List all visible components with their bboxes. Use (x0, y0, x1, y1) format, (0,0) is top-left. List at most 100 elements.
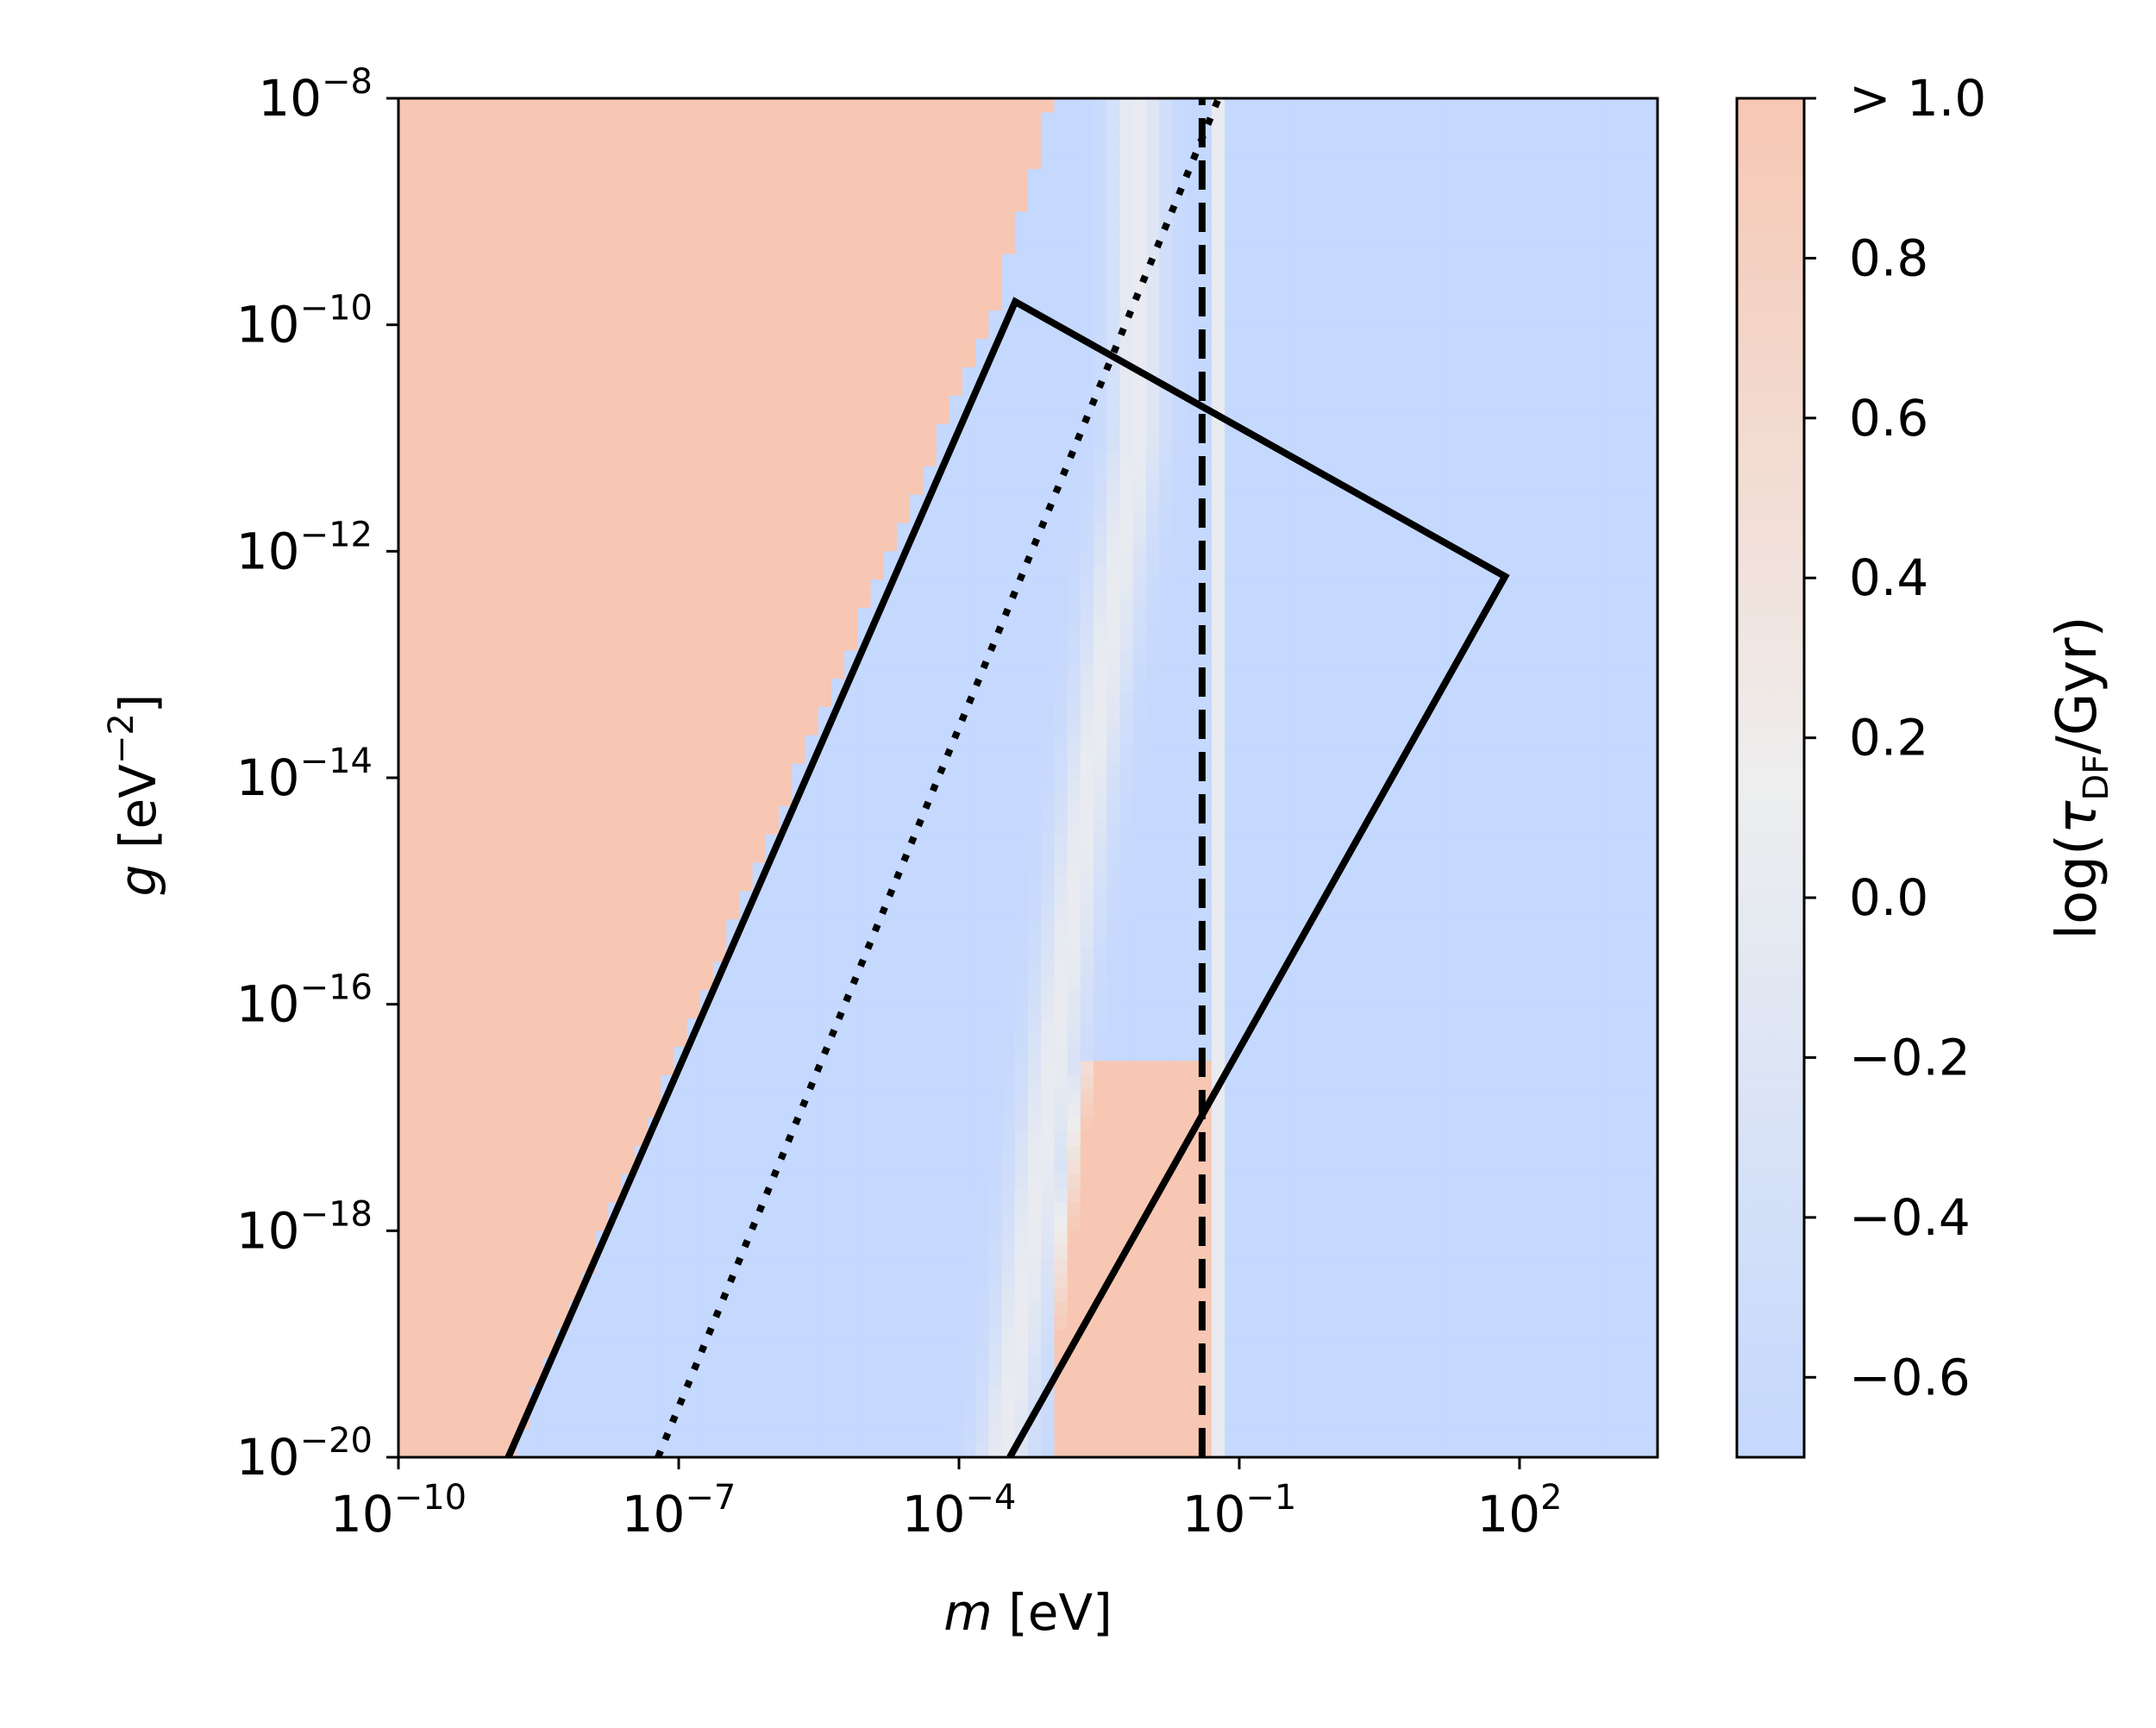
heatmap-cell (1421, 536, 1436, 553)
heatmap-cell (1526, 169, 1540, 185)
heatmap-cell (975, 169, 990, 185)
heatmap-cell (503, 423, 517, 439)
heatmap-cell (726, 664, 741, 679)
heatmap-cell (1395, 721, 1409, 736)
heatmap-cell (765, 282, 780, 297)
heatmap-cell (1434, 381, 1449, 397)
heatmap-cell (1460, 423, 1475, 439)
heatmap-cell (398, 523, 413, 538)
heatmap-cell (988, 551, 1003, 567)
heatmap-cell (542, 635, 557, 652)
heatmap-cell (1028, 169, 1043, 185)
heatmap-cell (830, 480, 845, 496)
heatmap-cell (936, 608, 950, 623)
heatmap-cell (1591, 664, 1606, 679)
heatmap-cell (1001, 268, 1016, 284)
heatmap-cell (988, 820, 1003, 836)
heatmap-cell (1094, 721, 1108, 736)
heatmap-cell (792, 225, 806, 241)
heatmap-cell (883, 240, 898, 255)
heatmap-cell (1080, 211, 1094, 227)
heatmap-cell (1447, 593, 1462, 609)
heatmap-cell (1578, 650, 1593, 666)
heatmap-cell (1487, 650, 1501, 666)
heatmap-cell (1225, 565, 1239, 580)
heatmap-cell (792, 254, 806, 269)
heatmap-cell (1080, 225, 1094, 241)
heatmap-cell (1421, 494, 1436, 510)
heatmap-cell (1145, 523, 1160, 538)
heatmap-cell (910, 410, 924, 425)
heatmap-cell (1014, 778, 1029, 793)
heatmap-cell (949, 664, 963, 679)
heatmap-cell (1421, 410, 1436, 425)
heatmap-cell (1028, 579, 1043, 595)
heatmap-cell (1552, 635, 1567, 652)
heatmap-cell (752, 339, 767, 354)
heatmap-cell (1054, 296, 1069, 312)
heatmap-cell (1172, 339, 1187, 354)
heatmap-cell (542, 608, 557, 623)
heatmap-cell (1250, 154, 1265, 170)
heatmap-cell (1618, 608, 1633, 623)
heatmap-cell (674, 296, 688, 312)
heatmap-cell (896, 523, 911, 538)
heatmap-cell (818, 622, 832, 637)
heatmap-cell (1552, 197, 1567, 213)
heatmap-cell (752, 282, 767, 297)
heatmap-cell (1080, 268, 1094, 284)
heatmap-cell (1238, 240, 1252, 255)
heatmap-cell (595, 410, 610, 425)
heatmap-cell (1263, 551, 1278, 567)
heatmap-cell (581, 565, 596, 580)
heatmap-cell (1474, 197, 1489, 213)
heatmap-cell (621, 579, 636, 595)
heatmap-cell (398, 282, 413, 297)
heatmap-cell (1382, 635, 1396, 652)
heatmap-cell (1303, 593, 1318, 609)
heatmap-cell (1631, 324, 1645, 340)
heatmap-cell (896, 494, 911, 510)
heatmap-cell (1159, 778, 1174, 793)
heatmap-cell (1028, 126, 1043, 142)
heatmap-cell (713, 778, 728, 793)
heatmap-cell (765, 183, 780, 198)
heatmap-cell (424, 366, 439, 383)
heatmap-cell (1094, 679, 1108, 694)
heatmap-cell (1067, 296, 1081, 312)
heatmap-cell (621, 494, 636, 510)
heatmap-cell (1474, 452, 1489, 467)
heatmap-cell (542, 593, 557, 609)
heatmap-cell (1014, 679, 1029, 694)
heatmap-cell (936, 551, 950, 567)
heatmap-cell (739, 494, 754, 510)
heatmap-cell (844, 721, 859, 736)
heatmap-cell (699, 141, 714, 156)
heatmap-cell (581, 268, 596, 284)
heatmap-cell (1500, 126, 1514, 142)
heatmap-cell (1474, 395, 1489, 410)
heatmap-cell (1225, 635, 1239, 652)
heatmap-cell (1263, 480, 1278, 496)
heatmap-cell (1106, 593, 1121, 609)
heatmap-cell (1028, 395, 1043, 410)
heatmap-cell (634, 622, 649, 637)
heatmap-cell (490, 154, 505, 170)
heatmap-cell (621, 154, 636, 170)
heatmap-cell (398, 608, 413, 623)
heatmap-cell (1618, 509, 1633, 524)
heatmap-cell (411, 268, 426, 284)
heatmap-cell (975, 211, 990, 227)
heatmap-cell (1106, 536, 1121, 553)
heatmap-cell (779, 268, 793, 284)
heatmap-cell (1132, 339, 1147, 354)
heatmap-cell (857, 805, 872, 822)
heatmap-cell (621, 282, 636, 297)
heatmap-cell (1303, 169, 1318, 185)
heatmap-cell (634, 735, 649, 750)
heatmap-cell (1198, 778, 1213, 793)
heatmap-cell (1028, 197, 1043, 213)
heatmap-cell (542, 664, 557, 679)
heatmap-cell (1552, 480, 1567, 496)
heatmap-cell (896, 410, 911, 425)
